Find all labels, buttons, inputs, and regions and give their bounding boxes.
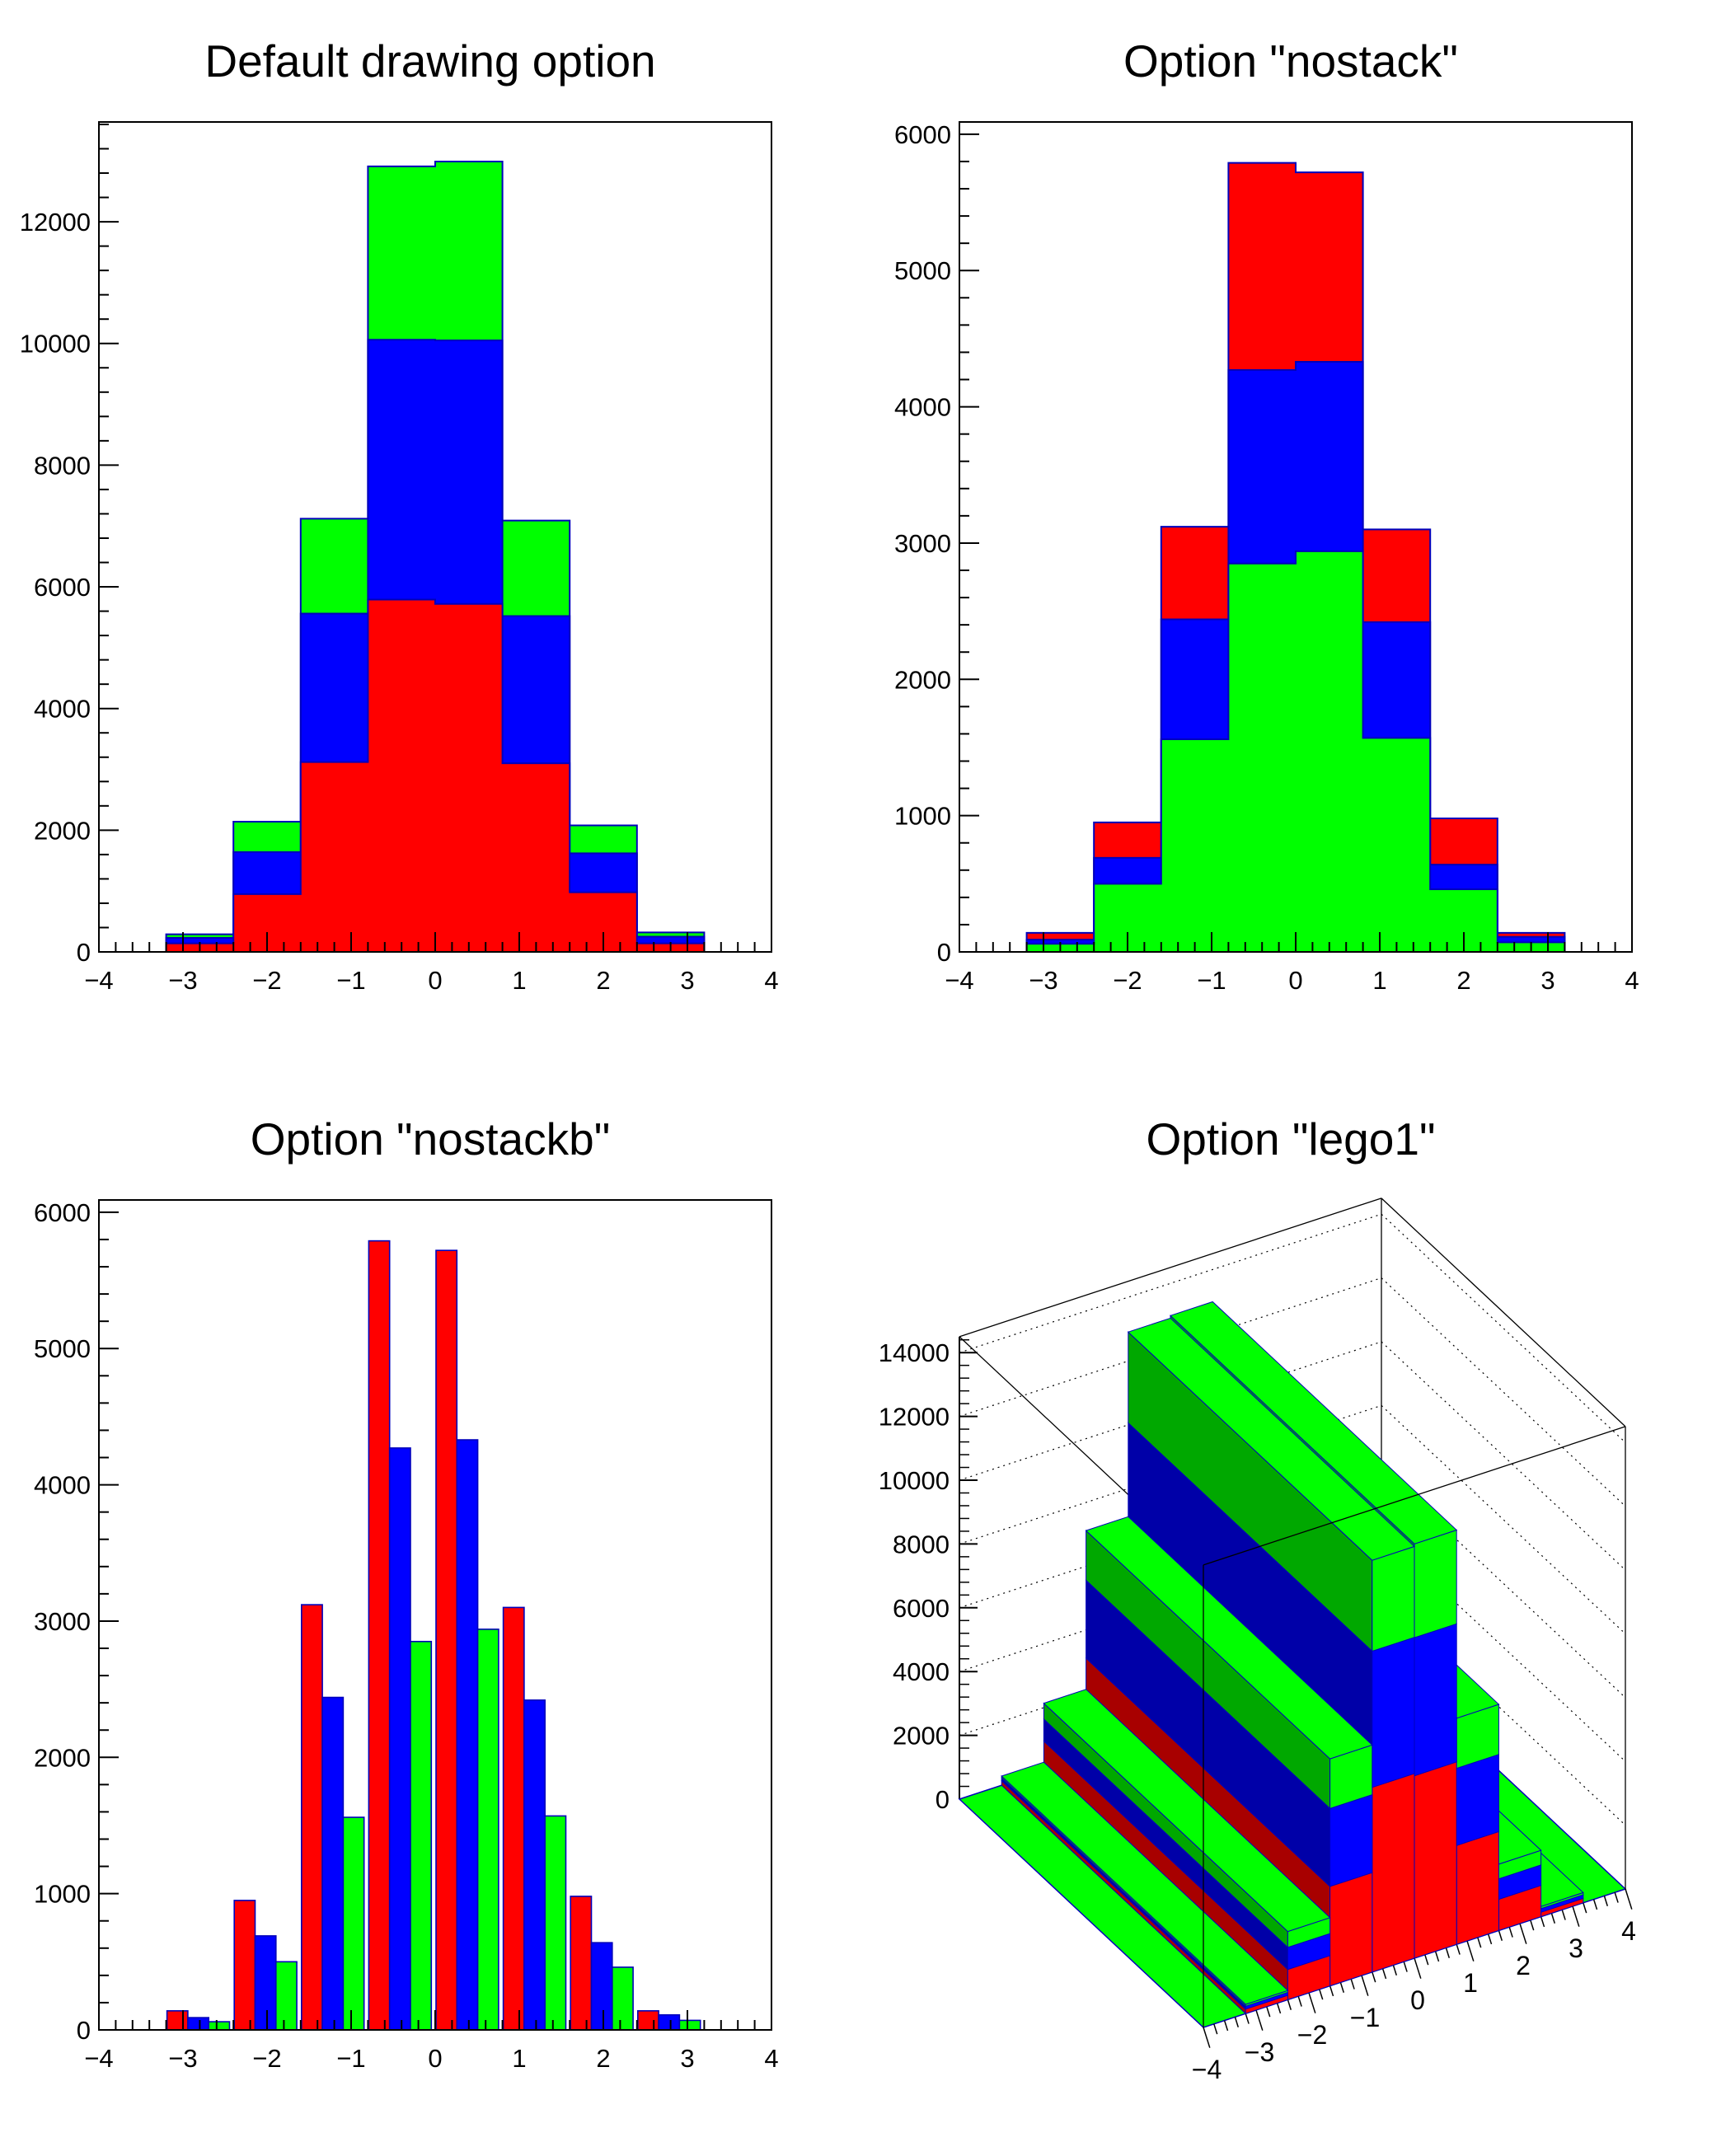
svg-text:0: 0 [77,938,91,967]
svg-text:−2: −2 [1113,966,1142,995]
axis-ticks [959,133,1633,953]
svg-text:10000: 10000 [20,330,91,359]
panel-title-default: Default drawing option [204,35,656,87]
plot-frame [98,121,772,953]
svg-text:0: 0 [428,966,442,995]
svg-text:10000: 10000 [879,1466,950,1495]
svg-text:12000: 12000 [879,1403,950,1432]
svg-text:5000: 5000 [894,256,951,285]
svg-text:4000: 4000 [893,1657,950,1686]
svg-text:6000: 6000 [34,1198,91,1227]
nostackb-histogram-chart: −4 −3 −2 −1 0 1 2 3 4 0 1000 2000 3000 4000 5000 6000 [34,1198,779,2073]
svg-text:14000: 14000 [879,1338,950,1367]
svg-text:4: 4 [1621,1916,1636,1946]
svg-text:6000: 6000 [893,1594,950,1623]
svg-text:0: 0 [1288,966,1302,995]
svg-text:2000: 2000 [34,816,91,845]
svg-text:−1: −1 [336,966,365,995]
svg-text:−3: −3 [168,966,197,995]
svg-text:−3: −3 [1029,966,1057,995]
svg-text:−3: −3 [1245,2037,1274,2067]
stacked-histogram-chart: −4 −3 −2 −1 0 1 2 3 4 0 2000 4000 6000 8000 10000 12000 [20,121,779,995]
lego3d-histogram-chart: 0 2000 4000 6000 8000 10000 12000 14000 −4 −3 −2 −1… [879,1198,1636,2084]
panel-title-nostackb: Option "nostackb" [250,1113,611,1165]
svg-text:1: 1 [1463,1968,1478,1998]
svg-text:3: 3 [680,2044,694,2073]
svg-text:−4: −4 [84,966,113,995]
plot-frame [959,121,1633,953]
svg-text:4: 4 [764,2044,778,2073]
svg-text:0: 0 [937,938,951,967]
svg-text:2000: 2000 [893,1722,950,1751]
svg-text:−1: −1 [1350,2003,1380,2032]
svg-text:−1: −1 [336,2044,365,2073]
panel-title-nostack: Option "nostack" [1123,35,1458,87]
svg-text:4000: 4000 [34,695,91,724]
svg-text:1000: 1000 [894,802,951,831]
panel-default-drawing: −4 −3 −2 −1 0 1 2 3 4 0 2000 4000 6000 8000 10000 12000… [0,0,860,1078]
nostack-histogram-chart: −4 −3 −2 −1 0 1 2 3 4 0 1000 2000 3000 4000 5000 6000 [894,120,1639,995]
svg-text:0: 0 [936,1785,950,1814]
lego-front-frame [959,1198,1626,2027]
axis-labels: −4 −3 −2 −1 0 1 2 3 4 0 2000 4000 6000 8000 10000 12000 [20,208,779,995]
stacked-bars [165,160,706,952]
svg-text:4: 4 [1625,966,1639,995]
axis-ticks [98,123,772,953]
svg-text:2: 2 [1456,966,1470,995]
svg-text:3000: 3000 [34,1607,91,1636]
svg-text:−2: −2 [252,2044,281,2073]
svg-text:12000: 12000 [20,208,91,237]
svg-text:8000: 8000 [34,451,91,480]
axis-labels: −4 −3 −2 −1 0 1 2 3 4 0 1000 2000 3000 4000 5000 6000 [34,1198,779,2073]
svg-text:4000: 4000 [34,1471,91,1500]
svg-text:2: 2 [596,2044,610,2073]
nostackb-bars [166,1240,701,2031]
nostack-bars [1025,162,1566,953]
svg-text:2: 2 [1516,1951,1531,1980]
svg-text:3: 3 [1569,1933,1583,1963]
svg-text:2000: 2000 [34,1743,91,1772]
svg-text:4: 4 [764,966,778,995]
svg-text:2: 2 [596,966,610,995]
panel-title-lego1: Option "lego1" [1146,1113,1436,1165]
svg-text:1: 1 [512,2044,526,2073]
panel-nostackb: −4 −3 −2 −1 0 1 2 3 4 0 1000 2000 3000 4000 5000 6000 O… [0,1078,860,2156]
svg-text:−4: −4 [1192,2055,1222,2084]
svg-text:6000: 6000 [894,120,951,149]
svg-text:3: 3 [1540,966,1555,995]
lego-bars [1001,1301,1584,2015]
lego-x-axis: −4 −3 −2 −1 0 1 2 3 4 [1192,1888,1636,2084]
svg-text:−2: −2 [252,966,281,995]
plot-frame [98,1199,772,2031]
svg-text:3000: 3000 [894,529,951,558]
svg-text:8000: 8000 [893,1530,950,1558]
svg-text:0: 0 [428,2044,442,2073]
svg-text:6000: 6000 [34,573,91,602]
lego-z-axis: 0 2000 4000 6000 8000 10000 12000 14000 [879,1336,978,1814]
svg-text:3: 3 [680,966,694,995]
axis-labels: −4 −3 −2 −1 0 1 2 3 4 0 1000 2000 3000 4000 5000 6000 [894,120,1639,995]
panel-nostack: −4 −3 −2 −1 0 1 2 3 4 0 1000 2000 3000 4000 5000 6000 O… [860,0,1721,1078]
svg-text:−4: −4 [945,966,973,995]
svg-text:5000: 5000 [34,1334,91,1363]
svg-text:2000: 2000 [894,665,951,694]
panel-lego1: 0 2000 4000 6000 8000 10000 12000 14000 −4 −3 −2 −1… [860,1078,1721,2156]
svg-text:1: 1 [512,966,526,995]
svg-text:1: 1 [1372,966,1386,995]
axis-ticks [98,1211,772,2031]
svg-text:−1: −1 [1197,966,1226,995]
svg-text:−3: −3 [168,2044,197,2073]
svg-text:0: 0 [77,2016,91,2045]
svg-text:−4: −4 [84,2044,113,2073]
svg-text:4000: 4000 [894,393,951,422]
svg-text:−2: −2 [1297,2020,1327,2050]
svg-text:0: 0 [1410,1985,1425,2015]
svg-text:1000: 1000 [34,1880,91,1909]
